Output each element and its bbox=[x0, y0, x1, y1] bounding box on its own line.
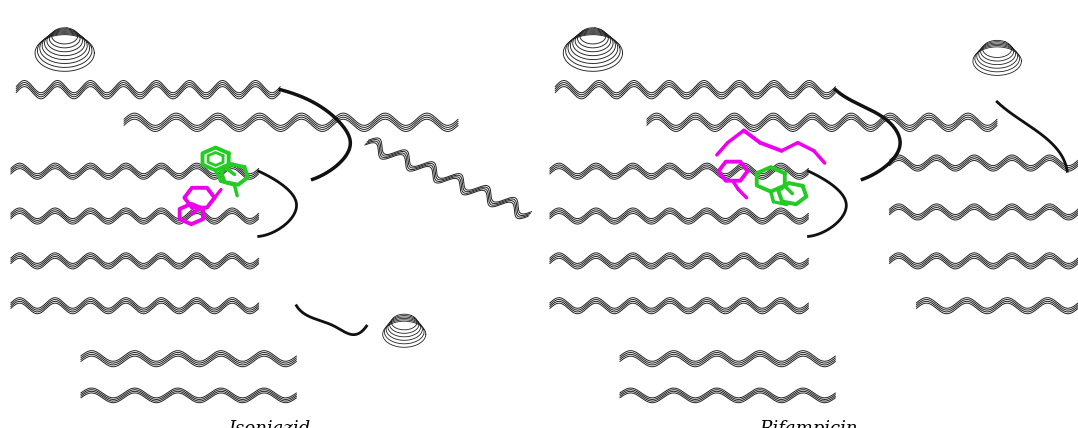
Text: Rifampicin: Rifampicin bbox=[759, 420, 858, 428]
Text: Isoniazid: Isoniazid bbox=[229, 420, 310, 428]
